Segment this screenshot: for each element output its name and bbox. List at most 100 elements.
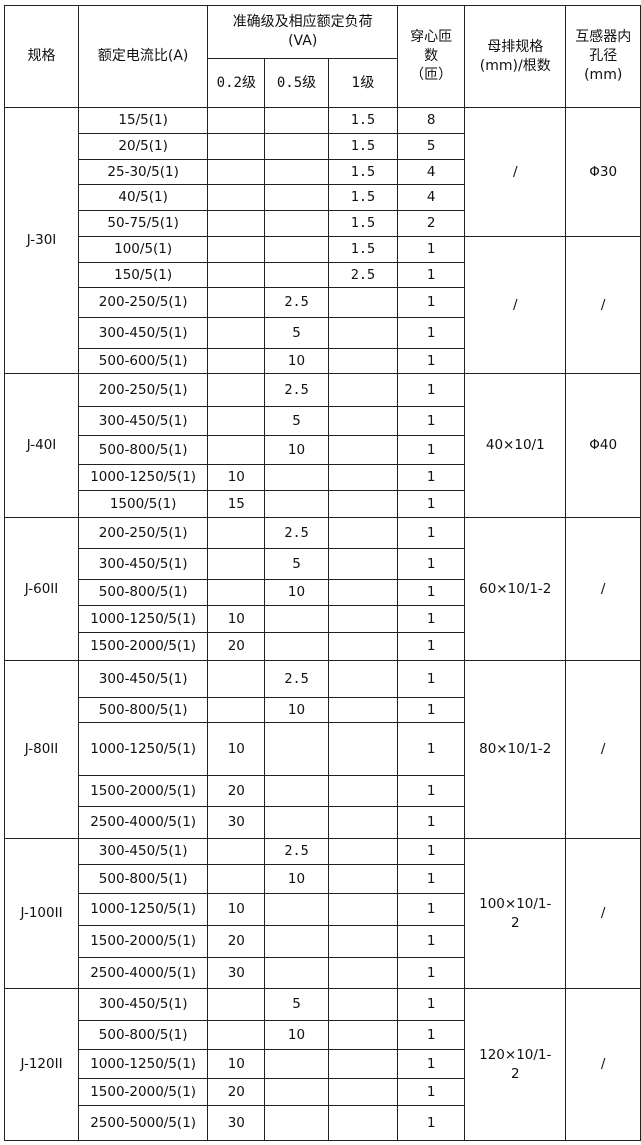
turns-cell: 1 <box>397 406 466 436</box>
class-1-cell <box>327 317 399 349</box>
ratio-cell: 500-800/5(1) <box>78 435 209 465</box>
ratio-cell: 1000-1250/5(1) <box>78 1049 209 1079</box>
ratio-cell: 200-250/5(1) <box>78 517 209 549</box>
class-1-cell <box>327 697 399 723</box>
ratio-cell: 1000-1250/5(1) <box>78 605 209 633</box>
class-02-cell <box>207 697 266 723</box>
hole-cell: Φ30 <box>565 107 641 237</box>
table-row: 100/5(1) 1.5 1// <box>5 236 641 374</box>
class-02-cell <box>207 406 266 436</box>
ratio-cell: 300-450/5(1) <box>78 838 209 865</box>
class-02-cell: 10 <box>207 722 266 776</box>
class-02-cell: 15 <box>207 490 266 518</box>
ratio-cell: 1500-2000/5(1) <box>78 925 209 958</box>
ratio-cell: 300-450/5(1) <box>78 317 209 349</box>
turns-cell: 8 <box>397 107 466 134</box>
class-1-cell: 1.5 <box>327 236 399 263</box>
ratio-cell: 500-800/5(1) <box>78 579 209 606</box>
table-row: 500-800/5(1) 10 1 <box>5 1020 641 1050</box>
spec-table: 规格 额定电流比(A) 准确级及相应额定负荷(VA) 穿心匝数（匝） 母排规格(… <box>3 5 641 1141</box>
ratio-cell: 1500/5(1) <box>78 490 209 518</box>
ratio-cell: 15/5(1) <box>78 107 209 134</box>
class-02-cell: 20 <box>207 775 266 807</box>
class-1-cell <box>327 1105 399 1141</box>
ratio-cell: 150/5(1) <box>78 262 209 288</box>
table-row: 1000-1250/5(1) 10 1 <box>5 1049 641 1079</box>
class-05-cell: 5 <box>264 988 329 1021</box>
table-row: 1000-1250/5(1) 10 1 <box>5 464 641 491</box>
class-05-cell <box>264 159 329 185</box>
class-05-cell: 10 <box>264 864 329 894</box>
ratio-cell: 1000-1250/5(1) <box>78 722 209 776</box>
hole-cell: / <box>565 236 641 374</box>
class-02-cell <box>207 660 266 698</box>
class-02-cell <box>207 373 266 407</box>
table-row: 1000-1250/5(1) 10 1 <box>5 722 641 776</box>
table-row: J-100II 300-450/5(1) 2.5 1 100×10/1-2/ <box>3 838 641 989</box>
header-class-02: 0.2级 <box>207 58 266 108</box>
ratio-cell: 20/5(1) <box>78 133 209 160</box>
class-1-cell: 1.5 <box>327 159 399 185</box>
class-05-cell: 5 <box>264 548 329 580</box>
spec-cell: J-60II <box>3 517 80 661</box>
class-02-cell <box>207 184 266 211</box>
class-05-cell <box>264 1078 329 1106</box>
class-1-cell <box>327 548 399 580</box>
class-02-cell <box>207 210 266 237</box>
table-row: 40/5(1) 1.5 4 <box>5 184 641 211</box>
table-row: J-80II 300-450/5(1) 2.5 1 80×10/1-2/ <box>3 660 641 839</box>
turns-cell: 1 <box>397 697 466 723</box>
ratio-cell: 2500-4000/5(1) <box>78 957 209 989</box>
turns-cell: 1 <box>397 632 466 661</box>
turns-cell: 4 <box>397 184 466 211</box>
class-05-cell <box>264 133 329 160</box>
class-02-cell <box>207 517 266 549</box>
busbar-cell: 120×10/1-2 <box>464 988 567 1141</box>
class-05-cell <box>264 1105 329 1141</box>
ratio-cell: 500-600/5(1) <box>78 348 209 374</box>
busbar-cell: 60×10/1-2 <box>464 517 567 661</box>
busbar-cell: / <box>464 107 567 237</box>
turns-cell: 1 <box>397 660 466 698</box>
class-02-cell <box>207 864 266 894</box>
turns-cell: 1 <box>397 864 466 894</box>
class-05-cell <box>264 957 329 989</box>
ratio-cell: 100/5(1) <box>78 236 209 263</box>
class-02-cell <box>207 262 266 288</box>
class-02-cell <box>207 1020 266 1050</box>
class-02-cell: 10 <box>207 893 266 926</box>
turns-cell: 1 <box>397 1020 466 1050</box>
ratio-cell: 1500-2000/5(1) <box>78 775 209 807</box>
class-02-cell: 20 <box>207 632 266 661</box>
class-1-cell <box>327 660 399 698</box>
hole-cell: / <box>565 517 641 661</box>
table-row: J-60II 200-250/5(1) 2.5 1 60×10/1-2/ <box>3 517 641 661</box>
turns-cell: 1 <box>397 1049 466 1079</box>
class-1-cell: 1.5 <box>327 210 399 237</box>
ratio-cell: 1500-2000/5(1) <box>78 632 209 661</box>
turns-cell: 4 <box>397 159 466 185</box>
header-turns: 穿心匝数（匝） <box>397 5 466 108</box>
spec-cell: J-40I <box>3 373 80 518</box>
hole-cell: / <box>565 660 641 839</box>
class-05-cell: 5 <box>264 406 329 436</box>
turns-cell: 1 <box>397 517 466 549</box>
table-row: J-120II 300-450/5(1) 5 1 120×10/1-2/ <box>3 988 641 1141</box>
busbar-cell: 100×10/1-2 <box>464 838 567 989</box>
class-1-cell <box>327 1078 399 1106</box>
class-05-cell <box>264 1049 329 1079</box>
class-05-cell <box>264 107 329 134</box>
class-05-cell: 2.5 <box>264 838 329 865</box>
class-05-cell <box>264 464 329 491</box>
table-row: 1000-1250/5(1) 10 1 <box>5 605 641 633</box>
header-spec: 规格 <box>3 5 80 108</box>
table-row: 1500-2000/5(1) 20 1 <box>5 775 641 807</box>
class-02-cell <box>207 159 266 185</box>
class-02-cell: 10 <box>207 605 266 633</box>
class-05-cell: 10 <box>264 348 329 374</box>
ratio-cell: 300-450/5(1) <box>78 660 209 698</box>
class-1-cell <box>327 957 399 989</box>
class-02-cell <box>207 548 266 580</box>
class-05-cell: 2.5 <box>264 660 329 698</box>
class-02-cell <box>207 287 266 318</box>
